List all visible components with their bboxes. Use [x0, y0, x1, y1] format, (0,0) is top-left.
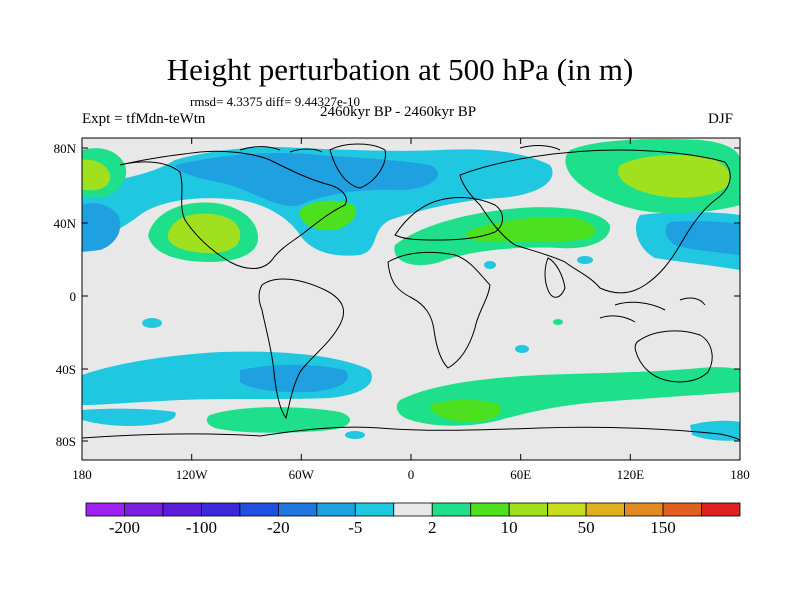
lat-tick-label: 40N	[54, 216, 77, 231]
colorbar-swatch	[393, 502, 433, 517]
coast-greenland	[329, 143, 386, 189]
stats-line: rmsd= 4.3375 diff= 9.44327e-10	[190, 94, 361, 109]
contour-blob-5	[577, 256, 593, 264]
colorbar-label: -20	[267, 518, 290, 537]
coast-se-asia	[599, 297, 706, 323]
coast-south-america	[258, 278, 345, 420]
lon-tick-label: 180	[72, 467, 92, 482]
colorbar-swatch	[354, 502, 395, 517]
colorbar-swatch	[239, 502, 279, 517]
lon-tick-label: 180	[730, 467, 750, 482]
colorbar-label: -5	[348, 518, 362, 537]
colorbar-label: 50	[578, 518, 595, 537]
contour-green-south-core	[430, 399, 501, 422]
contour-green-south-2	[206, 407, 351, 433]
lon-tick-label: 120E	[617, 467, 645, 482]
season-label: DJF	[708, 111, 734, 127]
colorbar-label: 150	[650, 518, 676, 537]
lon-tick-label: 60E	[510, 467, 531, 482]
contour-green-eurasia-core	[466, 217, 595, 242]
colorbar-swatch	[316, 502, 356, 517]
coast-asia	[459, 149, 731, 294]
contour-blob-3	[553, 319, 563, 325]
contour-blob-2	[515, 345, 529, 353]
lat-tick-label: 0	[70, 289, 77, 304]
lat-tick-label: 80S	[56, 434, 76, 449]
contour-yellow-siberia	[618, 154, 730, 198]
colorbar-swatch	[470, 502, 510, 517]
longitude-axis: 180 120W 60W 0 60E 120E 180	[72, 138, 750, 482]
colorbar-swatch	[662, 502, 702, 517]
contour-blue-east-core	[665, 221, 740, 255]
colorbar-swatch	[431, 502, 472, 517]
period-label: 2460kyr BP - 2460kyr BP	[320, 104, 477, 120]
colorbar-label: 10	[501, 518, 518, 537]
contour-field	[82, 139, 740, 441]
coast-india	[544, 257, 566, 298]
colorbar-swatch	[547, 502, 587, 517]
lat-tick-label: 80N	[54, 141, 77, 156]
contour-blob-1	[142, 318, 162, 328]
contour-blob-6	[345, 431, 365, 439]
coast-australia	[634, 330, 713, 383]
colorbar-swatch	[85, 502, 125, 517]
contour-yellow-alaska	[82, 159, 111, 191]
colorbar-swatch	[701, 502, 741, 517]
coast-europe	[394, 197, 503, 241]
coast-africa	[387, 251, 491, 369]
contour-blob-4	[484, 261, 496, 269]
contour-blue-antarctic	[82, 408, 176, 426]
coastlines	[82, 143, 740, 441]
colorbar-swatch	[277, 502, 318, 517]
colorbar-swatch	[162, 502, 202, 517]
contour-blue-west	[82, 203, 121, 252]
lon-tick-label: 60W	[289, 467, 315, 482]
colorbar-swatch	[624, 502, 664, 517]
latitude-axis: 80N 40N 0 40S 80S	[54, 141, 740, 449]
experiment-label: Expt = tfMdn-teWtn	[82, 111, 206, 127]
contour-blue-south-core	[240, 364, 349, 393]
colorbar: -200 -100 -20 -5 2 10 50 150	[85, 502, 741, 537]
colorbar-swatch	[585, 502, 625, 517]
colorbar-swatch	[508, 502, 549, 517]
coast-antarctica	[82, 426, 740, 441]
coast-arctic	[239, 145, 561, 153]
coast-north-america	[119, 150, 347, 269]
colorbar-swatch	[124, 502, 164, 517]
contour-blue-north-core	[175, 153, 439, 206]
lon-tick-label: 120W	[176, 467, 209, 482]
colorbar-label: 2	[428, 518, 437, 537]
colorbar-swatch	[201, 502, 241, 517]
lon-tick-label: 0	[408, 467, 415, 482]
colorbar-label: -100	[186, 518, 217, 537]
lat-tick-label: 40S	[56, 362, 76, 377]
contour-yellow-pacific	[167, 213, 241, 254]
plot-title: Height perturbation at 500 hPa (in m)	[166, 52, 634, 87]
colorbar-label: -200	[109, 518, 140, 537]
